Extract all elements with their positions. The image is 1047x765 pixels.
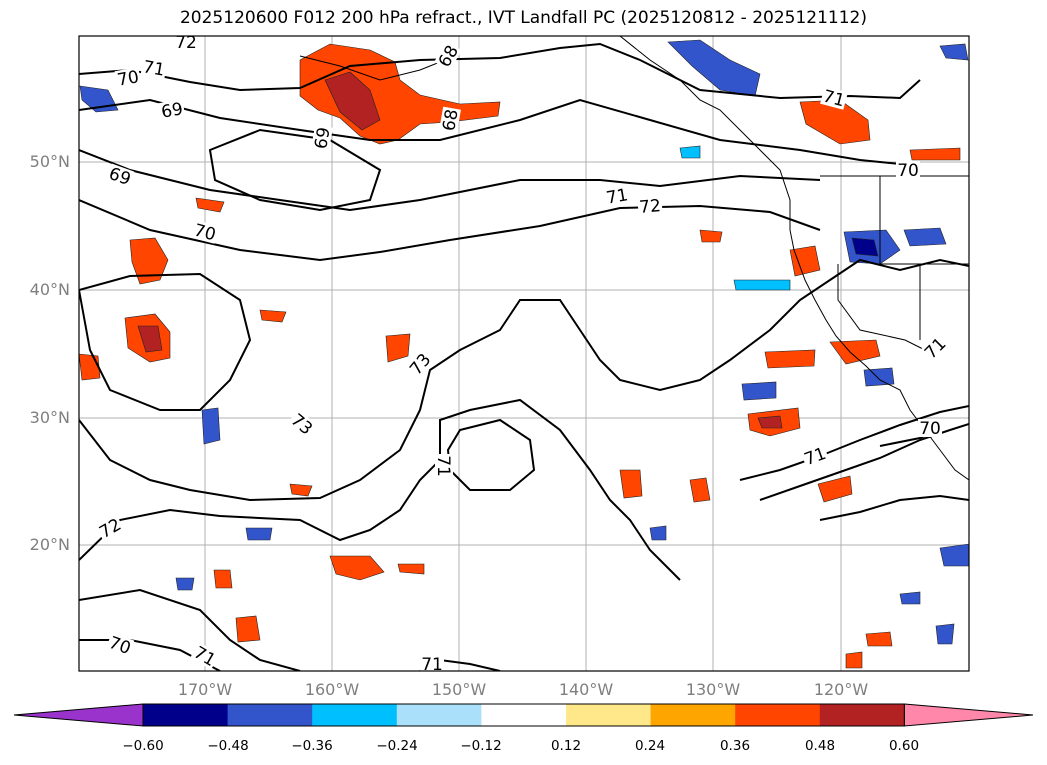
colorbar-bin	[227, 704, 313, 726]
patch-neg-pac11	[679, 145, 701, 159]
contour-label: 71	[433, 455, 453, 477]
patch-pos-sub12	[289, 483, 313, 497]
patch-pos-west3	[79, 353, 101, 381]
patch-neg-bc	[667, 39, 761, 97]
patch-pos-sub6	[385, 333, 411, 363]
patch-pos-mid2	[764, 349, 816, 369]
patch-neg-pac2	[741, 381, 777, 401]
contour-label: 69	[160, 99, 185, 122]
lat-label-30n: 30°N	[29, 408, 70, 427]
patch-neg-pac7	[649, 525, 667, 541]
lat-label-20n: 20°N	[29, 535, 70, 554]
patch-pos-sub8	[699, 229, 723, 243]
patch-pos-mid1c	[757, 415, 783, 429]
patch-pos-west1	[129, 237, 169, 285]
lon-label-130w: 130°W	[685, 680, 741, 699]
colorbar-bin	[735, 704, 821, 726]
patch-pos-sub13	[397, 563, 425, 575]
colorbar-tick-label: −0.36	[291, 738, 333, 754]
colorbar-tick-label: −0.48	[207, 738, 249, 754]
colorbar-bin	[312, 704, 398, 726]
lat-label-40n: 40°N	[29, 280, 70, 299]
patch-pos-ca1	[789, 245, 821, 277]
colorbar-tick-label: 0.60	[888, 738, 920, 754]
ivt-positive-patches	[79, 43, 961, 669]
contour-label: 70	[919, 419, 941, 439]
lon-label-170w: 170°W	[177, 680, 233, 699]
colorbar-extend-under	[13, 703, 144, 727]
lon-label-120w: 120°W	[813, 680, 869, 699]
patch-pos-sub2	[235, 615, 261, 643]
patch-neg-pac1	[201, 407, 221, 445]
colorbar-bin	[481, 704, 567, 726]
patch-pos-gulf-core	[324, 71, 381, 131]
patch-neg-pac10	[935, 623, 955, 645]
patch-neg-pac4	[245, 527, 273, 541]
colorbar-tick-label: −0.12	[460, 738, 502, 754]
patch-neg-us-core	[851, 237, 879, 257]
colorbar-bin	[650, 704, 736, 726]
patch-pos-ne2	[909, 147, 961, 161]
contour-label: 69	[311, 126, 334, 151]
contour-label: 70	[116, 67, 141, 90]
patch-pos-sub1	[329, 555, 385, 581]
colorbar-tick-label: 0.48	[804, 738, 836, 754]
contour-label: 72	[638, 196, 661, 218]
lon-label-140w: 140°W	[558, 680, 614, 699]
colorbar	[13, 703, 1034, 727]
patch-pos-sub7	[865, 631, 893, 647]
patch-neg-bc2	[939, 43, 969, 61]
colorbar-bin	[396, 704, 482, 726]
contour-label: 71	[605, 185, 630, 208]
patch-pos-sub14	[845, 651, 863, 669]
colorbar-frame	[142, 703, 905, 727]
contour-label: 70	[897, 161, 919, 181]
lat-label-50n: 50°N	[29, 152, 70, 171]
patch-pos-sub11	[259, 309, 287, 323]
lon-label-150w: 150°W	[431, 680, 487, 699]
colorbar-bin	[819, 704, 905, 726]
patch-pos-west2c	[137, 325, 163, 353]
colorbar-extend-over	[903, 703, 1034, 727]
patch-pos-sub3	[817, 475, 853, 503]
patch-pos-sub9	[195, 197, 225, 213]
patch-neg-pac3	[863, 367, 895, 387]
colorbar-tick-label: 0.24	[634, 738, 666, 754]
contour-label: 71	[141, 57, 166, 80]
contour-label: 71	[421, 655, 443, 675]
colorbar-bin	[143, 704, 229, 726]
ivt-negative-patches	[79, 39, 969, 645]
patch-pos-sub10	[213, 569, 233, 589]
patch-neg-pac5	[939, 543, 969, 567]
patch-neg-us2	[903, 227, 947, 247]
lon-label-160w: 160°W	[304, 680, 360, 699]
contour-label: 72	[175, 33, 197, 53]
map-title: 2025120600 F012 200 hPa refract., IVT La…	[179, 8, 867, 28]
colorbar-tick-label: −0.60	[122, 738, 164, 754]
patch-pos-ca2	[829, 339, 881, 365]
patch-neg-pac6	[733, 279, 791, 291]
colorbar-tick-label: 0.12	[550, 738, 582, 754]
contour-label: 68	[439, 108, 462, 133]
colorbar-tick-label: −0.24	[376, 738, 418, 754]
colorbar-tick-label: 0.36	[719, 738, 751, 754]
patch-pos-sub4	[619, 469, 643, 499]
colorbar-bin	[566, 704, 652, 726]
map-frame	[78, 35, 970, 672]
patch-neg-pac9	[899, 591, 921, 605]
patch-pos-sub5	[689, 477, 711, 503]
patch-neg-pac8	[175, 577, 195, 591]
